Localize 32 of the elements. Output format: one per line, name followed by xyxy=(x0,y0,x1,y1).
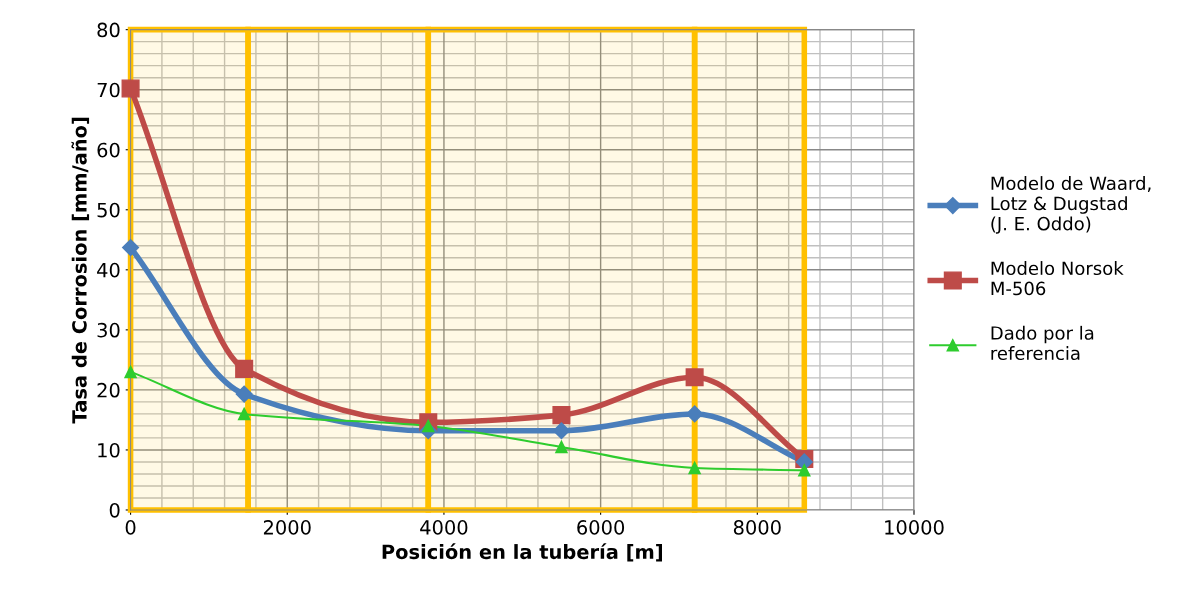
y-tick-label: 80 xyxy=(97,22,120,38)
point xyxy=(237,407,251,421)
y-tick-label: 40 xyxy=(97,262,120,278)
x-tick-label: 0 xyxy=(125,520,136,535)
point xyxy=(552,406,571,425)
point xyxy=(121,79,140,98)
x-tick-label: 4000 xyxy=(420,520,468,535)
legend-label: Dado por la referencia xyxy=(991,325,1094,361)
x-axis-title: Posición en la tubería [m] xyxy=(382,543,662,562)
y-tick-label: 70 xyxy=(97,82,120,98)
point xyxy=(555,440,568,454)
y-tick-label: 20 xyxy=(97,382,120,398)
y-tick-label: 0 xyxy=(109,502,120,518)
y-tick-label: 30 xyxy=(97,322,120,338)
point xyxy=(235,385,253,403)
point xyxy=(124,365,137,379)
x-tick-label: 8000 xyxy=(733,520,781,535)
legend-label: Modelo Norsok M-506 xyxy=(991,261,1124,296)
x-tick-label: 6000 xyxy=(577,520,625,535)
y-tick-label: 50 xyxy=(97,202,120,218)
point xyxy=(686,405,704,423)
point xyxy=(685,368,704,387)
point xyxy=(798,464,811,477)
y-axis-title: Tasa de Corrosion [mm/año] xyxy=(71,117,90,424)
legend-label: Modelo de Waard, Lotz & Dugstad (J. E. Oddo) xyxy=(991,176,1151,234)
x-tick-label: 10000 xyxy=(885,520,944,535)
y-tick-label: 60 xyxy=(97,142,120,158)
point xyxy=(235,359,254,378)
point xyxy=(688,461,701,475)
point xyxy=(122,239,140,257)
x-tick-label: 2000 xyxy=(263,520,311,535)
y-tick-label: 10 xyxy=(98,442,120,458)
